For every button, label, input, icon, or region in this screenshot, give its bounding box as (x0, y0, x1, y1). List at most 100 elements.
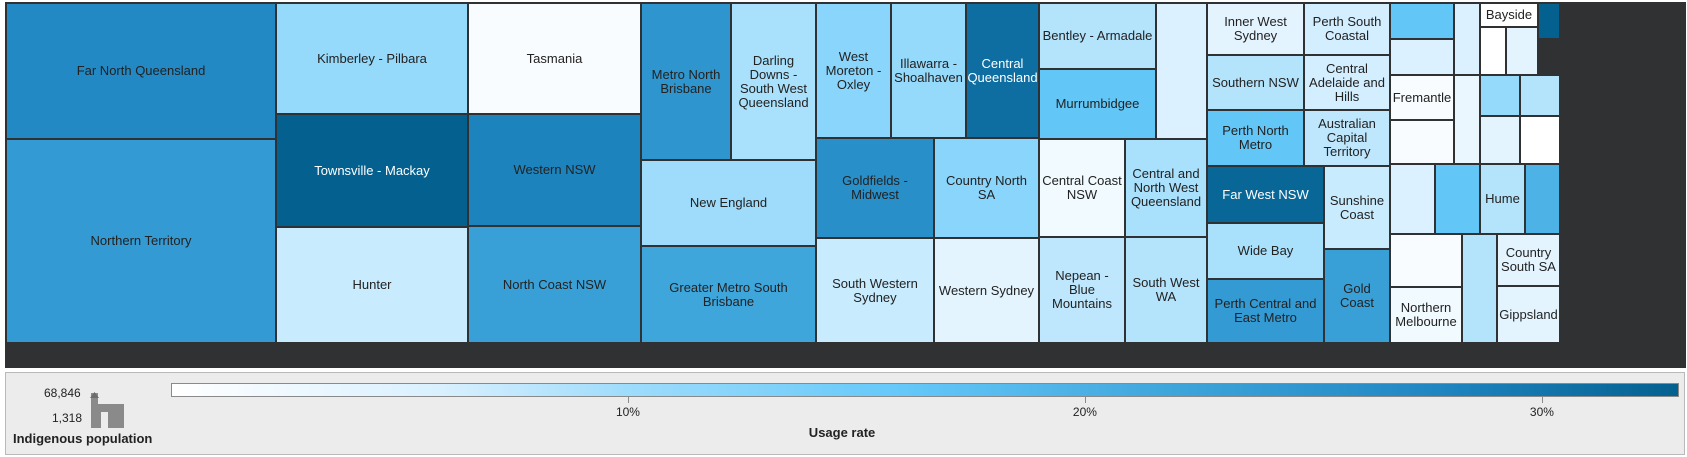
tile-western-nsw[interactable]: Western NSW (469, 115, 640, 225)
tile-unlabeled[interactable] (1463, 235, 1496, 342)
tile-label: Northern Melbourne (1395, 300, 1457, 329)
tile-central-coast-nsw[interactable]: Central Coast NSW (1040, 140, 1124, 236)
tile-darling-downs-south-west-queensland[interactable]: Darling Downs - South West Queensland (732, 4, 815, 159)
tile-label: Illawarra - Shoalhaven (894, 55, 963, 85)
tile-perth-north-metro[interactable]: Perth North Metro (1208, 111, 1303, 165)
tile-greater-metro-south-brisbane[interactable]: Greater Metro South Brisbane (642, 247, 815, 342)
tile-tasmania[interactable]: Tasmania (469, 4, 640, 113)
tile-northern-territory[interactable]: Northern Territory (7, 140, 275, 342)
tile-label: Perth South Coastal (1312, 14, 1382, 43)
color-axis-tick (1541, 397, 1543, 403)
color-axis-tick-label: 20% (1072, 405, 1097, 419)
tile-label: Australian Capital Territory (1318, 116, 1376, 159)
tile-country-south-sa[interactable]: Country South SA (1498, 235, 1559, 285)
tile-west-moreton-oxley[interactable]: West Moreton - Oxley (817, 4, 890, 137)
tile-hunter[interactable]: Hunter (277, 228, 467, 342)
tile-gold-coast[interactable]: Gold Coast (1325, 250, 1389, 342)
tile-unlabeled[interactable] (1481, 76, 1519, 115)
tile-townsville-mackay[interactable]: Townsville - Mackay (277, 115, 467, 226)
tile-label: Wide Bay (1237, 243, 1294, 258)
tile-label: New England (689, 195, 768, 210)
tile-perth-south-coastal[interactable]: Perth South Coastal (1305, 4, 1389, 54)
tile-label: Country South SA (1501, 245, 1556, 274)
tile-unlabeled[interactable] (1455, 76, 1479, 163)
tile-metro-north-brisbane[interactable]: Metro North Brisbane (642, 4, 730, 159)
tile-inner-west-sydney[interactable]: Inner West Sydney (1208, 4, 1303, 54)
tile-unlabeled[interactable] (1436, 165, 1479, 233)
tile-gippsland[interactable]: Gippsland (1498, 287, 1559, 342)
tile-south-western-sydney[interactable]: South Western Sydney (817, 239, 933, 342)
tile-label: Darling Downs - South West Queensland (738, 52, 809, 110)
tile-wide-bay[interactable]: Wide Bay (1208, 224, 1323, 278)
tile-southern-nsw[interactable]: Southern NSW (1208, 56, 1303, 109)
tile-label: Goldfields - Midwest (842, 173, 908, 202)
tile-unlabeled[interactable] (1526, 165, 1559, 233)
tile-label: Country North SA (946, 173, 1027, 202)
tile-perth-central-and-east-metro[interactable]: Perth Central and East Metro (1208, 280, 1323, 342)
tile-unlabeled[interactable] (1157, 4, 1206, 138)
tile-fremantle[interactable]: Fremantle (1391, 76, 1453, 119)
tile-label: Central Queensland (967, 55, 1038, 85)
tile-sunshine-coast[interactable]: Sunshine Coast (1325, 167, 1389, 248)
color-gradient-bar (171, 383, 1679, 397)
tile-kimberley-pilbara[interactable]: Kimberley - Pilbara (277, 4, 467, 113)
size-min-label: 1,318 (52, 411, 83, 425)
tile-label: North Coast NSW (502, 276, 607, 292)
tile-unlabeled[interactable] (1455, 4, 1479, 74)
color-axis-tick-label: 10% (615, 405, 640, 419)
tile-unlabeled[interactable] (1391, 165, 1434, 233)
tile-label: Hume (1485, 191, 1520, 206)
tile-label: Central Coast NSW (1042, 173, 1122, 202)
tile-unlabeled[interactable] (1521, 117, 1559, 163)
tile-label: Western NSW (513, 162, 596, 177)
tile-label: Gold Coast (1340, 281, 1374, 310)
tile-label: Inner West Sydney (1224, 14, 1287, 43)
tile-label: South West WA (1132, 275, 1200, 304)
tile-bayside[interactable]: Bayside (1481, 4, 1537, 26)
tile-label: Townsville - Mackay (314, 162, 430, 178)
tile-label: Greater Metro South Brisbane (669, 279, 788, 309)
tile-central-adelaide-and-hills[interactable]: Central Adelaide and Hills (1305, 56, 1389, 109)
color-axis-tick-label: 30% (1529, 405, 1554, 419)
tile-central-and-north-west-queensland[interactable]: Central and North West Queensland (1126, 140, 1206, 236)
tile-unlabeled[interactable] (1521, 76, 1559, 115)
color-legend-title: Usage rate (808, 425, 876, 440)
tile-unlabeled[interactable] (1391, 40, 1453, 74)
tile-label: Gippsland (1499, 306, 1558, 322)
tile-label: Tasmania (526, 50, 583, 66)
tile-country-north-sa[interactable]: Country North SA (935, 139, 1038, 237)
tile-label: South Western Sydney (832, 275, 918, 305)
tile-label: Perth North Metro (1222, 123, 1289, 152)
tile-bentley-armadale[interactable]: Bentley - Armadale (1040, 4, 1155, 68)
tile-unlabeled[interactable] (1507, 28, 1537, 74)
tile-north-coast-nsw[interactable]: North Coast NSW (469, 227, 640, 342)
tile-hume[interactable]: Hume (1481, 165, 1524, 233)
tile-new-england[interactable]: New England (642, 161, 815, 245)
tile-unlabeled[interactable] (1391, 235, 1461, 286)
tile-goldfields-midwest[interactable]: Goldfields - Midwest (817, 139, 933, 237)
tile-northern-melbourne[interactable]: Northern Melbourne (1391, 288, 1461, 342)
tile-label: Sunshine Coast (1329, 192, 1385, 222)
tile-label: Western Sydney (938, 282, 1035, 298)
tile-label: Hunter (352, 277, 392, 292)
tile-label: Nepean - Blue Mountains (1052, 268, 1112, 311)
tile-australian-capital-territory[interactable]: Australian Capital Territory (1305, 111, 1389, 165)
size-max-label: 68,846 (44, 386, 81, 400)
tile-nepean-blue-mountains[interactable]: Nepean - Blue Mountains (1040, 238, 1124, 342)
tile-unlabeled[interactable] (1481, 117, 1519, 163)
size-legend-title: Indigenous population (13, 431, 153, 446)
tile-label: Far North Queensland (76, 63, 206, 78)
tile-label: Perth Central and East Metro (1214, 296, 1317, 325)
tile-illawarra-shoalhaven[interactable]: Illawarra - Shoalhaven (892, 4, 965, 137)
tile-label: Metro North Brisbane (651, 66, 721, 96)
tile-unlabeled[interactable] (1391, 4, 1453, 38)
tile-unlabeled[interactable] (1539, 4, 1559, 38)
tile-far-west-nsw[interactable]: Far West NSW (1208, 167, 1323, 222)
tile-unlabeled[interactable] (1391, 121, 1453, 163)
tile-murrumbidgee[interactable]: Murrumbidgee (1040, 70, 1155, 138)
tile-unlabeled[interactable] (1481, 28, 1505, 74)
tile-western-sydney[interactable]: Western Sydney (935, 239, 1038, 342)
tile-central-queensland[interactable]: Central Queensland (967, 4, 1038, 137)
tile-far-north-queensland[interactable]: Far North Queensland (7, 4, 275, 138)
tile-south-west-wa[interactable]: South West WA (1126, 238, 1206, 342)
